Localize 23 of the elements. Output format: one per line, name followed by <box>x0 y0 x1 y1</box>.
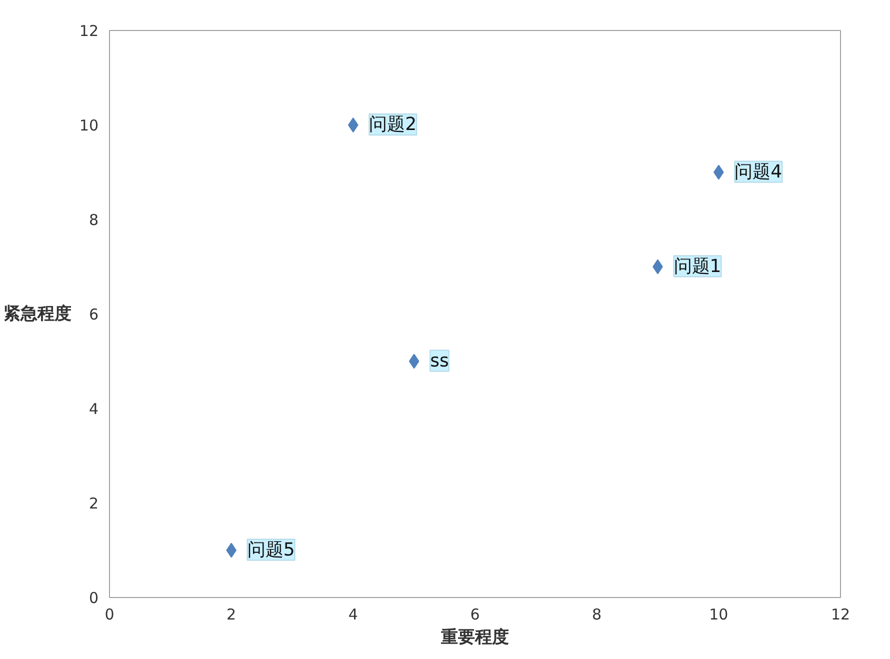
annotation: 问题2 <box>369 114 417 135</box>
annotation: 问题4 <box>734 161 782 182</box>
point <box>408 354 420 369</box>
y-tick-label: 4 <box>88 400 99 418</box>
point <box>348 118 358 132</box>
x-tick-label: 4 <box>348 606 358 624</box>
y-axis-title: 紧急程度 <box>3 304 72 324</box>
x-tick-label: 10 <box>709 606 728 624</box>
x-tick-label: 2 <box>226 606 236 624</box>
x-tick-label: 8 <box>592 606 602 624</box>
x-tick-label: 0 <box>104 606 114 624</box>
y-tick-label: 10 <box>79 116 99 134</box>
annotation: ss <box>430 350 449 372</box>
x-axis-title: 重要程度 <box>440 628 509 648</box>
annotation: 问题5 <box>247 539 295 560</box>
y-tick-label: 8 <box>88 211 99 229</box>
x-tick-label: 12 <box>830 606 850 624</box>
y-tick-label: 6 <box>88 306 99 324</box>
x-tick-label: 6 <box>470 606 480 624</box>
annotation: 问题1 <box>674 256 722 277</box>
y-tick-label: 2 <box>88 494 99 512</box>
y-tick-label: 12 <box>79 22 99 40</box>
y-tick-label: 0 <box>88 589 99 607</box>
